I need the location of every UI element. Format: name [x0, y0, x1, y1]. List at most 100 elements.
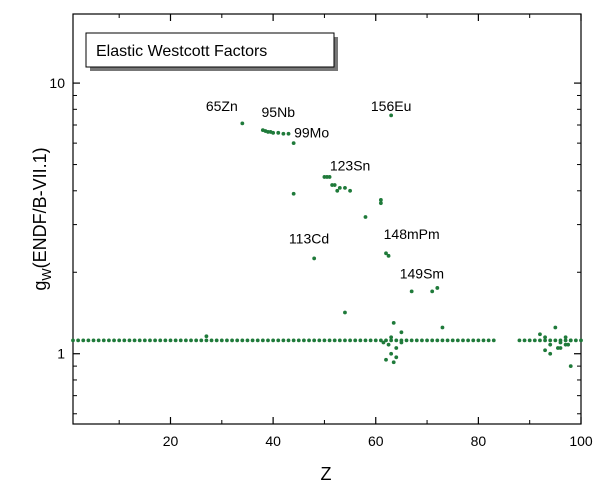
- data-point: [430, 289, 435, 294]
- data-point: [404, 338, 409, 343]
- data-point: [137, 338, 142, 343]
- data-point: [466, 338, 471, 343]
- y-tick-label: 1: [57, 346, 65, 362]
- data-point: [553, 338, 558, 343]
- axis-ticks: 20 40 60 80 100 1 10: [49, 14, 593, 449]
- data-point: [358, 338, 363, 343]
- x-tick-label: 100: [569, 433, 593, 449]
- y-tick-label: 10: [49, 75, 65, 91]
- data-point: [199, 338, 204, 343]
- data-point: [291, 191, 296, 196]
- data-point: [327, 175, 332, 179]
- data-point: [558, 340, 563, 345]
- annotation-label: 99Mo: [294, 124, 329, 140]
- data-point: [568, 338, 573, 343]
- data-point: [235, 338, 240, 343]
- data-point: [194, 338, 199, 343]
- data-point: [389, 335, 394, 340]
- data-point: [378, 198, 383, 202]
- data-point: [538, 338, 542, 343]
- data-point: [276, 338, 281, 343]
- data-point: [332, 183, 337, 187]
- data-point: [389, 351, 394, 356]
- data-point: [486, 338, 491, 343]
- annotations: 65Zn 95Nb 99Mo 156Eu 123Sn 113Cd 148mPm 149Sm: [206, 98, 444, 281]
- data-point: [538, 332, 542, 337]
- data-point: [548, 338, 553, 343]
- data-point: [353, 338, 358, 343]
- data-point: [414, 338, 419, 343]
- data-point: [132, 338, 137, 343]
- data-point: [168, 338, 173, 343]
- data-point: [219, 338, 224, 343]
- data-point: [409, 289, 414, 294]
- data-point: [399, 340, 404, 345]
- data-point: [286, 131, 291, 136]
- x-tick-label: 60: [368, 433, 384, 449]
- data-point: [178, 338, 183, 343]
- data-point: [389, 338, 394, 343]
- data-point: [296, 338, 301, 343]
- data-point: [425, 338, 429, 343]
- data-point: [204, 338, 209, 343]
- data-point: [543, 348, 547, 353]
- data-point: [189, 338, 193, 343]
- y-axis-title-rest: (ENDF/B-VII.1): [30, 147, 50, 268]
- data-point: [543, 338, 547, 343]
- data-point: [86, 338, 91, 343]
- data-point: [183, 338, 188, 343]
- data-point: [491, 338, 496, 343]
- data-point: [322, 338, 327, 343]
- data-point: [348, 338, 352, 343]
- data-point: [394, 355, 399, 360]
- data-point: [245, 338, 250, 343]
- data-point: [558, 346, 563, 350]
- data-point: [204, 334, 209, 339]
- annotation-label: 123Sn: [330, 158, 370, 174]
- data-point: [71, 338, 75, 343]
- data-point: [250, 338, 255, 343]
- data-point: [142, 338, 147, 343]
- data-point: [112, 338, 116, 343]
- data-point: [450, 338, 455, 343]
- data-point: [563, 335, 568, 340]
- annotation-label: 149Sm: [400, 265, 444, 281]
- data-point: [291, 338, 296, 343]
- data-point: [378, 338, 383, 343]
- data-point: [163, 338, 168, 343]
- data-point: [271, 130, 276, 135]
- data-point: [476, 338, 481, 343]
- data-point: [335, 188, 340, 193]
- data-point: [286, 338, 291, 343]
- data-point: [312, 256, 317, 261]
- data-point: [563, 342, 568, 347]
- data-point: [214, 338, 219, 343]
- data-point: [276, 130, 281, 135]
- data-point: [230, 338, 234, 343]
- data-point: [440, 338, 445, 343]
- data-point: [384, 357, 388, 362]
- data-point: [455, 338, 460, 343]
- data-point: [332, 338, 337, 343]
- data-point: [409, 338, 414, 343]
- annotation-label: 65Zn: [206, 98, 238, 114]
- data-point: [420, 338, 424, 343]
- x-tick-label: 40: [265, 433, 281, 449]
- data-point: [153, 338, 158, 343]
- data-point: [291, 141, 296, 146]
- data-point: [548, 351, 553, 356]
- data-point: [302, 338, 306, 343]
- data-point: [158, 338, 163, 343]
- data-point: [337, 338, 342, 343]
- data-point: [96, 338, 101, 343]
- data-point: [281, 338, 286, 343]
- data-point: [553, 325, 558, 330]
- y-axis-title-sub: W: [39, 268, 54, 281]
- annotation-label: 95Nb: [262, 104, 296, 120]
- data-point: [389, 113, 394, 118]
- data-point: [107, 338, 111, 343]
- annotation-label: 148mPm: [384, 226, 440, 242]
- data-point: [391, 320, 396, 325]
- data-point: [101, 338, 106, 343]
